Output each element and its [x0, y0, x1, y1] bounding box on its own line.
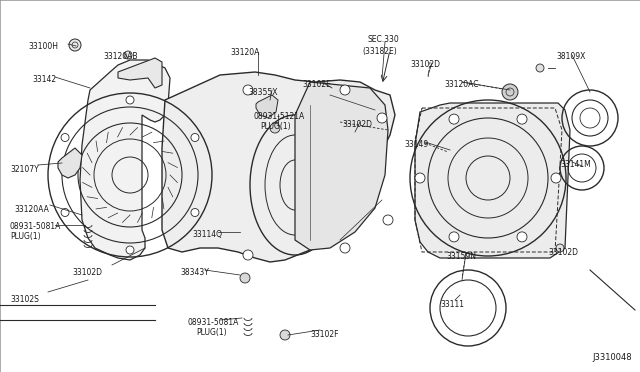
Text: 33102S: 33102S — [10, 295, 39, 304]
Text: 33102E: 33102E — [302, 80, 331, 89]
Text: J3310048: J3310048 — [593, 353, 632, 362]
Text: 33141M: 33141M — [560, 160, 591, 169]
Text: 33120AA: 33120AA — [14, 205, 49, 214]
Text: 33111: 33111 — [440, 300, 464, 309]
Circle shape — [383, 215, 393, 225]
Text: 33114Q: 33114Q — [192, 230, 222, 239]
Polygon shape — [256, 95, 278, 118]
Text: (33182E): (33182E) — [362, 47, 397, 56]
Circle shape — [191, 134, 199, 141]
Circle shape — [340, 243, 350, 253]
Circle shape — [556, 244, 564, 252]
Text: 33120AC: 33120AC — [444, 80, 479, 89]
Text: 33142: 33142 — [32, 75, 56, 84]
Text: 33149: 33149 — [404, 140, 428, 149]
Circle shape — [126, 96, 134, 104]
Circle shape — [243, 85, 253, 95]
Text: PLUG(1): PLUG(1) — [196, 328, 227, 337]
Circle shape — [280, 330, 290, 340]
Circle shape — [61, 208, 69, 217]
Circle shape — [502, 84, 518, 100]
Text: 38109X: 38109X — [556, 52, 586, 61]
Circle shape — [449, 232, 459, 242]
Text: PLUG(1): PLUG(1) — [10, 232, 40, 241]
Circle shape — [536, 64, 544, 72]
Text: 32107Y: 32107Y — [10, 165, 39, 174]
Text: 33120AB: 33120AB — [103, 52, 138, 61]
Polygon shape — [295, 82, 388, 250]
Polygon shape — [162, 72, 395, 262]
Text: SEC.330: SEC.330 — [368, 35, 400, 44]
Text: 33102D: 33102D — [342, 120, 372, 129]
Text: 33159N: 33159N — [446, 252, 476, 261]
Text: 33120A: 33120A — [230, 48, 259, 57]
Text: 08931-5081A: 08931-5081A — [188, 318, 239, 327]
Circle shape — [191, 208, 199, 217]
Polygon shape — [415, 103, 570, 258]
Circle shape — [69, 39, 81, 51]
Circle shape — [243, 250, 253, 260]
Text: 33100H: 33100H — [28, 42, 58, 51]
Text: 38355X: 38355X — [248, 88, 278, 97]
Circle shape — [270, 123, 280, 133]
Text: PLUG(1): PLUG(1) — [260, 122, 291, 131]
Text: 38343Y: 38343Y — [180, 268, 209, 277]
Text: 33102D: 33102D — [410, 60, 440, 69]
Text: 33102F: 33102F — [310, 330, 339, 339]
Text: 33102D: 33102D — [72, 268, 102, 277]
Circle shape — [377, 113, 387, 123]
Circle shape — [517, 114, 527, 124]
Polygon shape — [80, 60, 170, 260]
Text: 08931-5081A: 08931-5081A — [10, 222, 61, 231]
Circle shape — [240, 273, 250, 283]
Circle shape — [124, 51, 132, 59]
Circle shape — [551, 173, 561, 183]
Polygon shape — [58, 148, 82, 178]
Circle shape — [517, 232, 527, 242]
Text: 33102D: 33102D — [548, 248, 578, 257]
Polygon shape — [118, 58, 162, 88]
Circle shape — [126, 246, 134, 254]
Text: 08931-5121A: 08931-5121A — [254, 112, 305, 121]
Circle shape — [61, 134, 69, 141]
Circle shape — [340, 85, 350, 95]
Circle shape — [415, 173, 425, 183]
Circle shape — [449, 114, 459, 124]
